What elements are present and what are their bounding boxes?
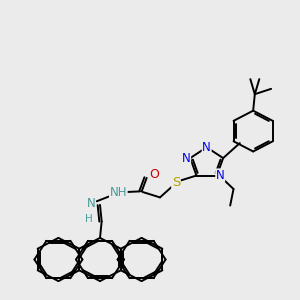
- Text: O: O: [149, 168, 159, 182]
- Text: N: N: [202, 141, 211, 154]
- Text: S: S: [172, 176, 180, 190]
- Text: H: H: [85, 214, 93, 224]
- Text: N: N: [216, 169, 225, 182]
- Text: N: N: [87, 197, 95, 210]
- Text: NH: NH: [110, 186, 127, 200]
- Text: N: N: [182, 152, 190, 165]
